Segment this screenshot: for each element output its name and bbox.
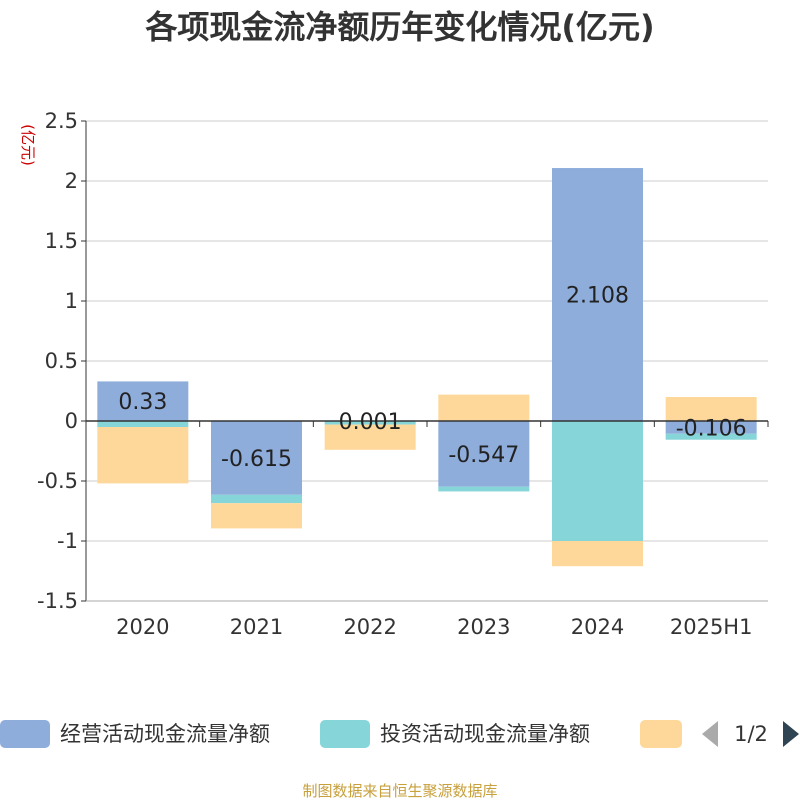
legend: 经营活动现金流量净额 投资活动现金流量净额 1/2 bbox=[0, 720, 799, 748]
bar-s2-2020[interactable] bbox=[97, 427, 189, 484]
bars bbox=[97, 168, 757, 567]
y-tick-label: 0.5 bbox=[45, 349, 78, 373]
data-label-2025H1: -0.106 bbox=[676, 416, 747, 441]
bar-s1-2022[interactable] bbox=[324, 421, 416, 425]
data-label-2021: -0.615 bbox=[221, 447, 292, 472]
bar-s2-2024[interactable] bbox=[552, 541, 643, 567]
bar-s0-2020[interactable] bbox=[97, 381, 189, 421]
pager-next-icon[interactable] bbox=[783, 721, 799, 747]
data-label-2023: -0.547 bbox=[448, 443, 519, 468]
pager-prev-icon[interactable] bbox=[702, 721, 718, 747]
bar-s1-2023[interactable] bbox=[438, 486, 530, 492]
x-tick-label: 2022 bbox=[343, 615, 396, 639]
y-tick-label: 2.5 bbox=[45, 109, 78, 133]
axes bbox=[85, 121, 769, 602]
y-tick-label: -1 bbox=[57, 529, 78, 553]
data-label-2022: 0.001 bbox=[339, 410, 402, 435]
bar-s1-2020[interactable] bbox=[97, 421, 189, 427]
bar-s1-2021[interactable] bbox=[211, 494, 302, 504]
data-label-2020: 0.33 bbox=[118, 390, 167, 415]
legend-label-investing[interactable]: 投资活动现金流量净额 bbox=[380, 722, 590, 746]
bar-s0-2024[interactable] bbox=[552, 168, 643, 421]
bar-s0-2023[interactable] bbox=[438, 421, 530, 487]
y-axis-label: (亿元) bbox=[19, 124, 37, 166]
data-label-2024: 2.108 bbox=[566, 284, 629, 309]
x-tick-label: 2025H1 bbox=[670, 615, 753, 639]
legend-swatch-operating[interactable] bbox=[0, 720, 50, 748]
bar-s0-2021[interactable] bbox=[211, 421, 302, 495]
y-tick-label: 0 bbox=[65, 409, 78, 433]
bar-s2-2022[interactable] bbox=[324, 424, 416, 450]
legend-pager-text: 1/2 bbox=[734, 722, 768, 746]
x-tick-label: 2023 bbox=[457, 615, 510, 639]
bar-s2-2025H1[interactable] bbox=[665, 397, 757, 421]
bar-s1-2025H1[interactable] bbox=[665, 433, 757, 440]
y-axis-ticks: 2.5 2 1.5 1 0.5 0 -0.5 -1 -1.5 bbox=[37, 109, 86, 613]
grid-lines bbox=[86, 120, 768, 602]
y-tick-label: 2 bbox=[65, 169, 78, 193]
x-tick-label: 2021 bbox=[230, 615, 283, 639]
x-axis-ticks: 2020 2021 2022 2023 2024 2025H1 bbox=[116, 615, 752, 639]
legend-swatch-investing[interactable] bbox=[320, 720, 370, 748]
x-tick-label: 2024 bbox=[571, 615, 624, 639]
bar-s0-2025H1[interactable] bbox=[665, 421, 757, 434]
data-labels: 0.33 -0.615 0.001 -0.547 2.108 -0.106 bbox=[118, 284, 746, 472]
chart-title: 各项现金流净额历年变化情况(亿元) bbox=[145, 8, 654, 46]
bar-s2-2021[interactable] bbox=[211, 503, 302, 529]
y-tick-label: -0.5 bbox=[37, 469, 78, 493]
y-tick-label: -1.5 bbox=[37, 589, 78, 613]
legend-swatch-financing[interactable] bbox=[640, 720, 682, 748]
legend-label-operating[interactable]: 经营活动现金流量净额 bbox=[60, 722, 270, 746]
bar-s2-2023[interactable] bbox=[438, 394, 530, 421]
y-tick-label: 1.5 bbox=[45, 229, 78, 253]
y-tick-label: 1 bbox=[65, 289, 78, 313]
source-note: 制图数据来自恒生聚源数据库 bbox=[302, 782, 497, 800]
bar-s1-2024[interactable] bbox=[552, 421, 643, 541]
x-tick-label: 2020 bbox=[116, 615, 169, 639]
